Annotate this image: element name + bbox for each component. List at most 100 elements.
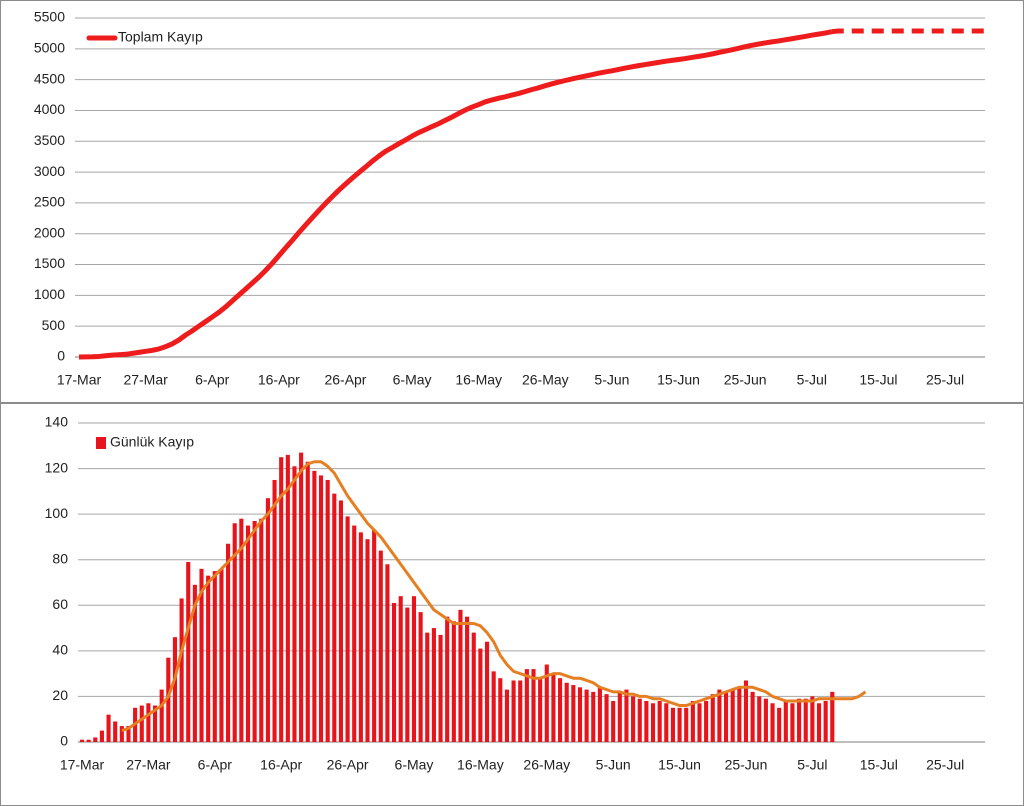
bar: [152, 705, 158, 742]
legend-marker: [96, 437, 106, 449]
bar: [106, 714, 111, 742]
bar: [206, 575, 211, 742]
bar: [378, 550, 383, 742]
x-tick-label: 26-Apr: [327, 757, 369, 773]
bar: [358, 532, 363, 742]
bar: [697, 703, 702, 742]
bar: [484, 641, 490, 742]
bar: [478, 648, 483, 742]
bar: [186, 561, 191, 742]
bar: [657, 700, 662, 742]
bar: [365, 539, 370, 742]
x-tick-label: 15-Jul: [859, 372, 897, 388]
bar: [524, 669, 529, 742]
x-tick-label: 15-Jul: [860, 757, 898, 773]
bar: [146, 703, 151, 742]
bar: [345, 516, 350, 742]
x-tick-label: 16-May: [455, 372, 502, 388]
bar: [99, 730, 104, 742]
y-tick-label: 3500: [34, 132, 65, 148]
bar: [631, 696, 636, 742]
bar: [113, 721, 118, 742]
bar: [418, 612, 423, 742]
bar: [670, 707, 675, 742]
x-tick-label: 16-Apr: [260, 757, 302, 773]
x-tick-label: 5-Jul: [797, 372, 827, 388]
bar: [199, 568, 204, 742]
x-tick-label: 25-Jul: [926, 757, 964, 773]
bar: [830, 691, 835, 742]
bar: [272, 479, 277, 742]
y-tick-label: 0: [57, 348, 65, 364]
bar: [783, 700, 788, 742]
bar: [79, 739, 85, 742]
bar: [677, 707, 682, 742]
x-tick-label: 25-Jun: [724, 372, 767, 388]
x-tick-label: 15-Jun: [658, 757, 701, 773]
bar: [305, 461, 310, 742]
bar: [438, 634, 443, 742]
bar: [810, 696, 815, 742]
x-tick-label: 5-Jun: [594, 372, 629, 388]
bar: [458, 609, 463, 742]
y-tick-label: 140: [45, 414, 69, 430]
bar: [405, 607, 410, 742]
x-tick-label: 6-May: [395, 757, 434, 773]
legend-label: Günlük Kayıp: [110, 434, 194, 450]
bar: [212, 571, 217, 742]
y-tick-label: 60: [52, 596, 68, 612]
bar: [451, 621, 456, 742]
x-tick-label: 16-Apr: [258, 372, 300, 388]
bar: [531, 669, 536, 742]
bar: [352, 525, 357, 742]
bar: [757, 696, 762, 742]
bar: [504, 689, 509, 742]
bar: [577, 687, 583, 742]
bar: [637, 698, 642, 742]
bar: [723, 691, 729, 742]
x-tick-label: 6-Apr: [195, 372, 230, 388]
x-tick-label: 27-Mar: [126, 757, 171, 773]
bar: [126, 726, 131, 742]
bar: [624, 689, 629, 742]
bar: [511, 680, 516, 742]
bar: [431, 628, 436, 742]
bar: [325, 479, 330, 742]
x-tick-label: 6-May: [393, 372, 432, 388]
bar: [166, 657, 171, 742]
line: [831, 28, 985, 35]
bar: [385, 564, 390, 742]
y-tick-label: 100: [45, 505, 69, 521]
bar: [192, 584, 197, 742]
x-tick-label: 27-Mar: [123, 372, 168, 388]
bar: [179, 598, 184, 742]
bar: [299, 452, 304, 742]
y-tick-label: 40: [52, 642, 68, 658]
y-tick-label: 1500: [34, 255, 65, 271]
bar: [226, 543, 231, 742]
bar: [398, 596, 403, 742]
bar: [498, 678, 503, 742]
bar: [777, 707, 782, 742]
bar: [445, 616, 450, 742]
bar: [518, 680, 523, 742]
bar: [252, 520, 257, 742]
x-tick-label: 6-Apr: [198, 757, 233, 773]
bar: [770, 703, 775, 742]
bar: [704, 700, 709, 742]
bar: [591, 691, 596, 742]
x-tick-label: 17-Mar: [60, 757, 105, 773]
bar: [372, 530, 377, 742]
x-tick-label: 25-Jun: [725, 757, 768, 773]
legend-label: Toplam Kayıp: [118, 29, 203, 45]
bar: [338, 500, 344, 742]
y-tick-label: 500: [42, 317, 66, 333]
bar: [823, 700, 828, 742]
y-tick-label: 5500: [34, 9, 65, 25]
bar: [797, 698, 802, 742]
y-tick-label: 3000: [34, 163, 65, 179]
bar: [650, 703, 656, 742]
bar: [597, 687, 602, 742]
bar: [312, 470, 317, 742]
x-tick-label: 26-Apr: [324, 372, 366, 388]
